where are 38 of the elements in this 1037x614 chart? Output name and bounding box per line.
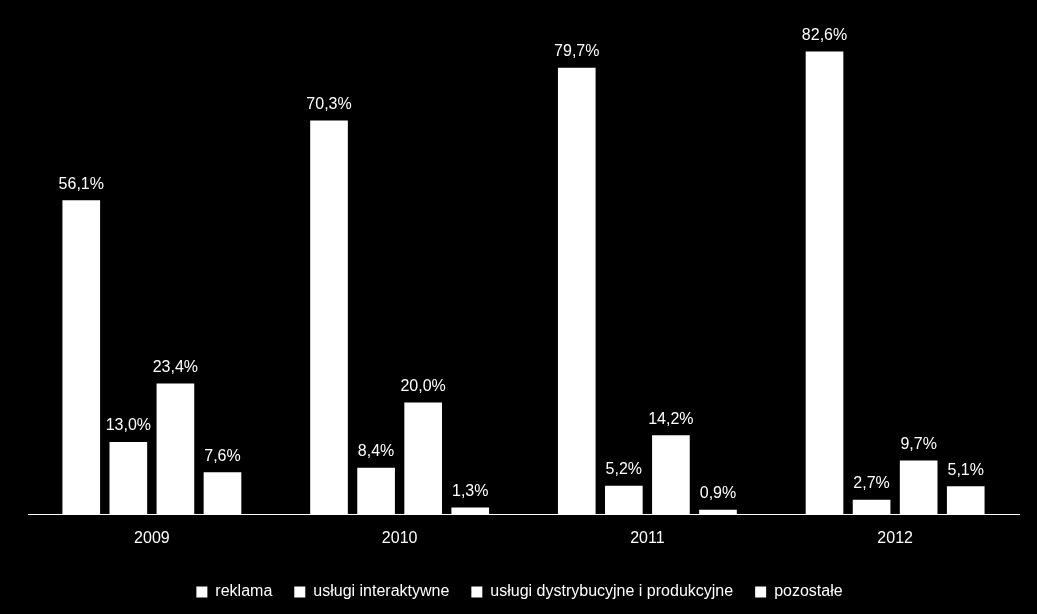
x-tick-label: 2012 bbox=[877, 528, 914, 546]
bar bbox=[404, 402, 442, 515]
legend-label: usługi interaktywne bbox=[313, 582, 450, 600]
data-label: 7,6% bbox=[204, 446, 241, 464]
bar bbox=[946, 486, 985, 515]
bar bbox=[109, 441, 148, 515]
legend-label: pozostałe bbox=[774, 582, 843, 600]
legend-label: reklama bbox=[215, 582, 273, 600]
bar bbox=[62, 200, 101, 515]
data-label: 5,1% bbox=[947, 460, 984, 478]
data-label: 9,7% bbox=[900, 434, 937, 452]
x-tick-label: 2009 bbox=[134, 528, 170, 546]
bar bbox=[310, 120, 348, 515]
data-label: 8,4% bbox=[357, 442, 395, 460]
bar bbox=[203, 472, 242, 515]
x-tick-label: 2011 bbox=[630, 528, 665, 546]
data-label: 82,6% bbox=[801, 25, 848, 43]
data-label: 5,2% bbox=[605, 460, 643, 478]
bar bbox=[852, 499, 891, 515]
data-label: 20,0% bbox=[400, 377, 446, 395]
bar bbox=[605, 485, 643, 515]
data-label: 14,2% bbox=[648, 409, 694, 427]
legend-label: usługi dystrybucyjne i produkcyjne bbox=[490, 582, 734, 600]
x-tick-label: 2010 bbox=[381, 528, 418, 546]
bar bbox=[357, 467, 395, 515]
data-label: 70,3% bbox=[306, 94, 352, 112]
bar bbox=[899, 460, 938, 515]
data-label: 79,7% bbox=[554, 42, 600, 60]
data-label: 2,7% bbox=[853, 474, 890, 492]
data-label: 0,9% bbox=[699, 484, 737, 502]
data-label: 1,3% bbox=[452, 481, 489, 499]
bar bbox=[156, 383, 195, 515]
data-label: 56,1% bbox=[58, 174, 104, 192]
data-label: 13,0% bbox=[105, 416, 152, 434]
bar bbox=[805, 51, 844, 515]
data-label: 23,4% bbox=[152, 357, 199, 375]
bar bbox=[557, 67, 596, 515]
bar bbox=[652, 435, 690, 515]
